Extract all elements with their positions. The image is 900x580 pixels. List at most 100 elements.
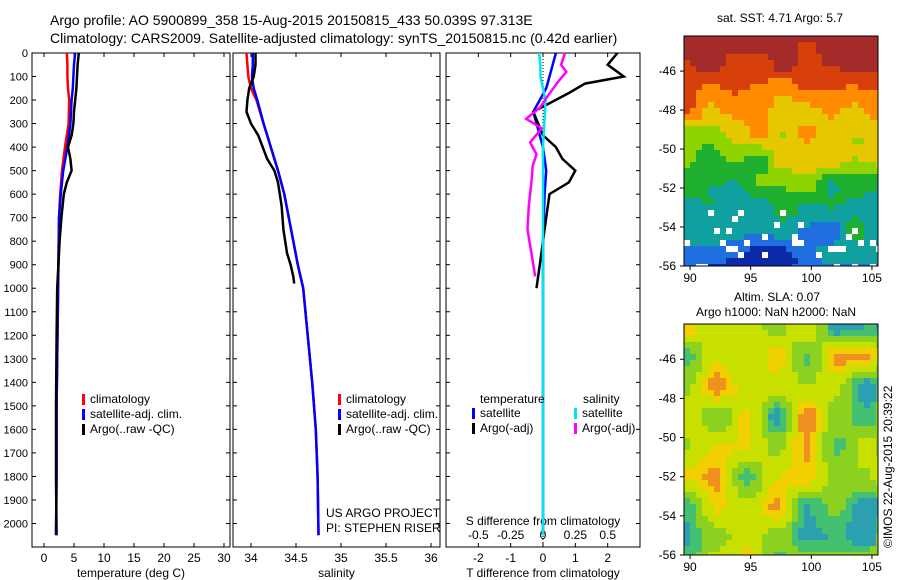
heatmap-cell [852, 552, 858, 555]
heatmap-cell [840, 324, 846, 330]
heatmap-cell [876, 204, 878, 210]
heatmap-cell [792, 90, 798, 96]
heatmap-cell [864, 438, 870, 444]
heatmap-cell [846, 138, 852, 144]
heatmap-cell [786, 414, 792, 420]
heatmap-cell [828, 414, 834, 420]
heatmap-cell [696, 246, 702, 252]
heatmap-cell [810, 384, 816, 390]
heatmap-cell [834, 510, 840, 516]
heatmap-cell [792, 36, 798, 42]
heatmap-cell [696, 198, 702, 204]
heatmap-cell [684, 402, 690, 408]
heatmap-cell [858, 504, 864, 510]
heatmap-cell [720, 450, 726, 456]
heatmap-cell [822, 414, 828, 420]
heatmap-cell [684, 228, 690, 234]
heatmap-cell [816, 174, 822, 180]
heatmap-cell [858, 96, 864, 102]
heatmap-cell [732, 180, 738, 186]
heatmap-cell [786, 324, 792, 330]
heatmap-cell [756, 432, 762, 438]
heatmap-cell [852, 192, 858, 198]
heatmap-cell [786, 156, 792, 162]
heatmap-cell [858, 378, 864, 384]
heatmap-cell [864, 480, 870, 486]
heatmap-cell [774, 372, 780, 378]
heatmap-cell [762, 222, 768, 228]
heatmap-cell [762, 504, 768, 510]
heatmap-cell [726, 198, 732, 204]
heatmap-cell [828, 540, 834, 546]
heatmap-cell [750, 330, 756, 336]
heatmap-cell [714, 378, 720, 384]
heatmap-cell [708, 234, 714, 240]
heatmap-cell [858, 114, 864, 120]
heatmap-cell [744, 378, 750, 384]
heatmap-cell [816, 66, 822, 72]
heatmap-cell [798, 114, 804, 120]
heatmap-cell [720, 210, 726, 216]
heatmap-cell [750, 438, 756, 444]
heatmap-cell [762, 336, 768, 342]
legend-entry: climatology [346, 392, 406, 406]
heatmap-cell [732, 36, 738, 42]
heatmap-cell [702, 360, 708, 366]
heatmap-cell [786, 150, 792, 156]
heatmap-cell [792, 378, 798, 384]
heatmap-cell [852, 444, 858, 450]
heatmap-cell [810, 354, 816, 360]
heatmap-cell [846, 486, 852, 492]
heatmap-cell [816, 228, 822, 234]
heatmap-cell [738, 504, 744, 510]
heatmap-cell [792, 372, 798, 378]
heatmap-cell [822, 114, 828, 120]
heatmap-cell [780, 384, 786, 390]
heatmap-cell [702, 174, 708, 180]
heatmap-cell [738, 210, 744, 216]
heatmap-cell [750, 402, 756, 408]
heatmap-cell [792, 420, 798, 426]
heatmap-cell [840, 180, 846, 186]
heatmap-cell [864, 204, 870, 210]
heatmap-cell [738, 486, 744, 492]
heatmap-cell [858, 486, 864, 492]
heatmap-cell [846, 42, 852, 48]
heatmap-cell [684, 96, 690, 102]
heatmap-cell [792, 66, 798, 72]
heatmap-cell [750, 492, 756, 498]
heatmap-cell [810, 162, 816, 168]
heatmap-cell [858, 366, 864, 372]
heatmap-cell [762, 408, 768, 414]
heatmap-cell [822, 180, 828, 186]
heatmap-cell [768, 462, 774, 468]
heatmap-cell [864, 336, 870, 342]
heatmap-cell [780, 462, 786, 468]
heatmap-cell [780, 540, 786, 546]
heatmap-cell [798, 330, 804, 336]
heatmap-cell [810, 252, 816, 258]
heatmap-cell [732, 408, 738, 414]
heatmap-cell [762, 492, 768, 498]
heatmap-cell [870, 372, 876, 378]
heatmap-cell [804, 240, 810, 246]
heatmap-cell [864, 540, 870, 546]
heatmap-cell [798, 162, 804, 168]
heatmap-cell [768, 48, 774, 54]
heatmap-cell [780, 144, 786, 150]
heatmap-cell [750, 48, 756, 54]
heatmap-cell [702, 222, 708, 228]
heatmap-cell [732, 402, 738, 408]
s-tick-label: -0.25 [497, 528, 525, 542]
heatmap-cell [720, 42, 726, 48]
heatmap-cell [774, 396, 780, 402]
heatmap-cell [822, 120, 828, 126]
heatmap-cell [876, 324, 878, 330]
heatmap-cell [780, 90, 786, 96]
heatmap-cell [810, 372, 816, 378]
heatmap-cell [792, 396, 798, 402]
heatmap-cell [708, 228, 714, 234]
heatmap-cell [768, 498, 774, 504]
heatmap-cell [732, 102, 738, 108]
heatmap-cell [768, 66, 774, 72]
